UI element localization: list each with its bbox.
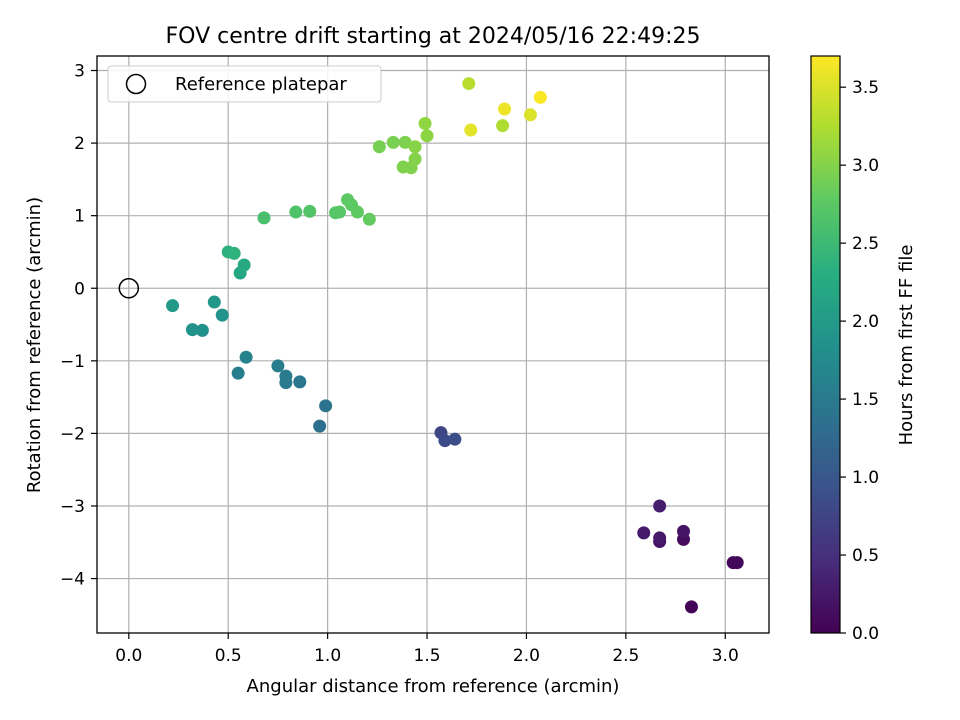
data-point <box>257 211 271 225</box>
colorbar-tick-label: 0.0 <box>852 624 879 644</box>
data-point <box>303 204 317 218</box>
scatter-points <box>166 77 744 614</box>
data-point <box>462 77 476 91</box>
data-point <box>386 135 400 149</box>
data-point <box>166 299 180 313</box>
x-tick-label: 2.0 <box>513 646 540 666</box>
y-tick-label: −3 <box>60 497 85 517</box>
data-point <box>271 359 285 373</box>
legend-marker-icon <box>125 73 147 95</box>
chart-title: FOV centre drift starting at 2024/05/16 … <box>166 24 701 49</box>
data-point <box>498 102 512 116</box>
legend-entry-reference-platepar: Reference platepar <box>175 74 347 95</box>
colorbar: 0.0 0.5 1.0 1.5 2.0 2.5 3.0 3.5 Hours from firs… <box>810 55 917 644</box>
data-point <box>350 205 364 219</box>
legend-box <box>107 65 382 103</box>
colorbar-label: Hours from first FF file <box>896 245 917 446</box>
data-point <box>684 600 698 614</box>
data-point <box>231 366 245 380</box>
y-axis-ticks: 3 2 1 0 −1 −2 −3 −4 <box>60 62 97 590</box>
colorbar-gradient <box>810 55 841 634</box>
plot-frame <box>96 55 770 634</box>
data-point <box>289 205 303 219</box>
data-point <box>448 432 462 446</box>
data-point <box>523 108 537 122</box>
data-point <box>496 119 510 133</box>
data-point <box>730 556 744 570</box>
data-point <box>239 350 253 364</box>
data-point <box>372 140 386 154</box>
data-point <box>227 246 241 260</box>
data-point <box>207 295 221 309</box>
data-point <box>293 375 307 389</box>
y-tick-label: −1 <box>60 352 85 372</box>
legend: Reference platepar <box>107 65 382 103</box>
colorbar-tick-label: 0.5 <box>852 546 879 566</box>
y-axis-label: Rotation from reference (arcmin) <box>24 197 45 493</box>
data-point <box>319 399 333 413</box>
data-point <box>237 258 251 272</box>
colorbar-tick-label: 2.0 <box>852 312 879 332</box>
data-point <box>438 434 452 448</box>
data-point <box>313 419 327 433</box>
data-point <box>637 526 651 540</box>
colorbar-tick-label: 3.0 <box>852 156 879 176</box>
data-point <box>533 90 547 104</box>
x-tick-label: 1.5 <box>414 646 441 666</box>
data-point <box>408 152 422 166</box>
y-tick-label: 1 <box>74 207 85 227</box>
reference-marker-group <box>118 278 140 299</box>
colorbar-tick-label: 1.0 <box>852 468 879 488</box>
data-point <box>279 369 293 383</box>
data-point <box>408 140 422 154</box>
y-tick-label: 2 <box>74 134 85 154</box>
x-tick-label: 1.0 <box>314 646 341 666</box>
grid-lines <box>97 56 769 633</box>
data-point <box>677 524 691 538</box>
x-tick-label: 2.5 <box>612 646 639 666</box>
colorbar-ticks: 0.0 0.5 1.0 1.5 2.0 2.5 3.0 3.5 <box>840 78 879 644</box>
data-point <box>215 308 229 322</box>
data-point <box>418 116 432 130</box>
data-point <box>464 123 478 137</box>
plot-area: 0.0 0.5 1.0 1.5 2.0 2.5 3.0 3 2 1 0 −1 −2 −3 −4 <box>60 55 770 666</box>
colorbar-tick-label: 3.5 <box>852 78 879 98</box>
colorbar-tick-label: 1.5 <box>852 390 879 410</box>
data-point <box>195 323 209 337</box>
data-point <box>185 323 199 337</box>
y-tick-label: −4 <box>60 570 85 590</box>
x-tick-label: 0.0 <box>115 646 142 666</box>
data-point <box>653 499 667 513</box>
x-tick-label: 0.5 <box>215 646 242 666</box>
data-point <box>420 129 434 143</box>
data-point <box>398 135 412 149</box>
reference-platepar-marker <box>118 278 140 299</box>
colorbar-tick-label: 2.5 <box>852 234 879 254</box>
x-axis-label: Angular distance from reference (arcmin) <box>247 676 620 697</box>
y-tick-label: 0 <box>74 279 85 299</box>
data-point <box>333 205 347 219</box>
data-point <box>362 212 376 226</box>
y-tick-label: 3 <box>74 62 85 82</box>
x-axis-ticks: 0.0 0.5 1.0 1.5 2.0 2.5 3.0 <box>115 633 739 666</box>
data-point <box>653 531 667 545</box>
y-tick-label: −2 <box>60 424 85 444</box>
x-tick-label: 3.0 <box>712 646 739 666</box>
